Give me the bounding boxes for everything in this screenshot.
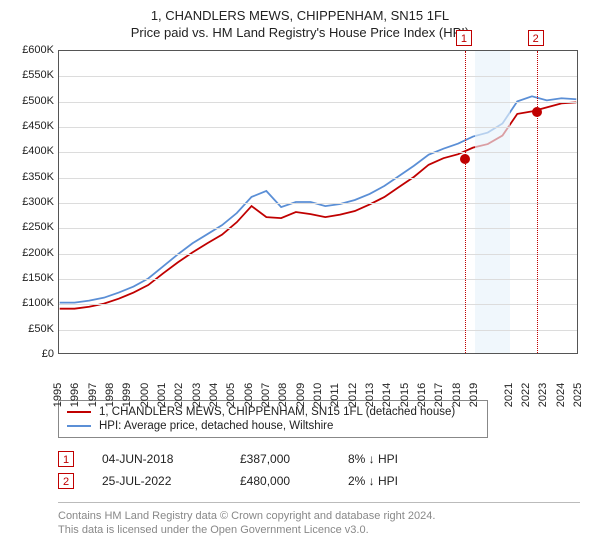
x-tick-label: 2025 <box>572 380 584 410</box>
legend-item: HPI: Average price, detached house, Wilt… <box>67 419 479 433</box>
y-tick-label: £200K <box>10 247 54 259</box>
event-number-box: 2 <box>58 473 74 489</box>
chart-area: £0 £50K £100K £150K £200K £250K £300K £350K £400… <box>10 44 590 394</box>
x-tick-label: 1998 <box>104 380 116 410</box>
x-tick-label: 2002 <box>173 380 185 410</box>
y-tick-label: £50K <box>10 323 54 335</box>
y-tick-label: £150K <box>10 272 54 284</box>
x-tick-label: 2008 <box>277 380 289 410</box>
footer-line1: Contains HM Land Registry data © Crown c… <box>58 509 580 523</box>
event-marker: 1 <box>456 30 472 46</box>
footer-attribution: Contains HM Land Registry data © Crown c… <box>58 502 580 538</box>
chart-title-2: Price paid vs. HM Land Registry's House … <box>10 25 590 40</box>
x-tick-label: 2014 <box>381 380 393 410</box>
chart-title-1: 1, CHANDLERS MEWS, CHIPPENHAM, SN15 1FL <box>10 8 590 23</box>
chart-container: 1, CHANDLERS MEWS, CHIPPENHAM, SN15 1FL … <box>0 0 600 560</box>
x-tick-label: 1995 <box>52 380 64 410</box>
y-tick-label: £600K <box>10 44 54 56</box>
x-tick-label: 2004 <box>208 380 220 410</box>
x-tick-label: 2007 <box>260 380 272 410</box>
legend-swatch <box>67 411 91 413</box>
event-diff: 2% ↓ HPI <box>348 474 438 488</box>
x-tick-label: 2022 <box>520 380 532 410</box>
y-tick-label: £250K <box>10 221 54 233</box>
sale-point <box>532 107 542 117</box>
event-row: 1 04-JUN-2018 £387,000 8% ↓ HPI <box>58 448 580 470</box>
x-tick-label: 2012 <box>347 380 359 410</box>
y-tick-label: £350K <box>10 171 54 183</box>
x-tick-label: 2000 <box>139 380 151 410</box>
event-price: £480,000 <box>240 474 320 488</box>
x-tick-label: 2005 <box>225 380 237 410</box>
footer-line2: This data is licensed under the Open Gov… <box>58 523 580 537</box>
event-diff: 8% ↓ HPI <box>348 452 438 466</box>
x-tick-label: 2018 <box>451 380 463 410</box>
legend-label: HPI: Average price, detached house, Wilt… <box>99 420 333 432</box>
event-marker: 2 <box>528 30 544 46</box>
x-tick-label: 2015 <box>399 380 411 410</box>
y-tick-label: £100K <box>10 297 54 309</box>
x-tick-label: 2016 <box>416 380 428 410</box>
x-tick-label: 1996 <box>69 380 81 410</box>
y-tick-label: £500K <box>10 95 54 107</box>
event-price: £387,000 <box>240 452 320 466</box>
x-tick-label: 2013 <box>364 380 376 410</box>
event-number-box: 1 <box>58 451 74 467</box>
legend-swatch <box>67 425 91 427</box>
x-tick-label: 2017 <box>433 380 445 410</box>
x-tick-label: 2021 <box>503 380 515 410</box>
y-tick-label: £450K <box>10 120 54 132</box>
plot-area <box>58 50 578 354</box>
y-tick-label: £300K <box>10 196 54 208</box>
x-tick-label: 2019 <box>468 380 480 410</box>
y-tick-label: £0 <box>10 348 54 360</box>
sale-point <box>460 154 470 164</box>
x-tick-label: 1997 <box>87 380 99 410</box>
event-date: 04-JUN-2018 <box>102 452 212 466</box>
x-tick-label: 2010 <box>312 380 324 410</box>
event-row: 2 25-JUL-2022 £480,000 2% ↓ HPI <box>58 470 580 492</box>
x-tick-label: 2009 <box>295 380 307 410</box>
y-tick-label: £400K <box>10 145 54 157</box>
x-tick-label: 2001 <box>156 380 168 410</box>
x-tick-label: 1999 <box>121 380 133 410</box>
x-tick-label: 2003 <box>191 380 203 410</box>
y-tick-label: £550K <box>10 69 54 81</box>
event-date: 25-JUL-2022 <box>102 474 212 488</box>
x-tick-label: 2024 <box>555 380 567 410</box>
x-tick-label: 2006 <box>243 380 255 410</box>
x-tick-label: 2023 <box>537 380 549 410</box>
x-tick-label: 2011 <box>329 380 341 410</box>
events-table: 1 04-JUN-2018 £387,000 8% ↓ HPI 2 25-JUL-2022… <box>58 448 580 492</box>
